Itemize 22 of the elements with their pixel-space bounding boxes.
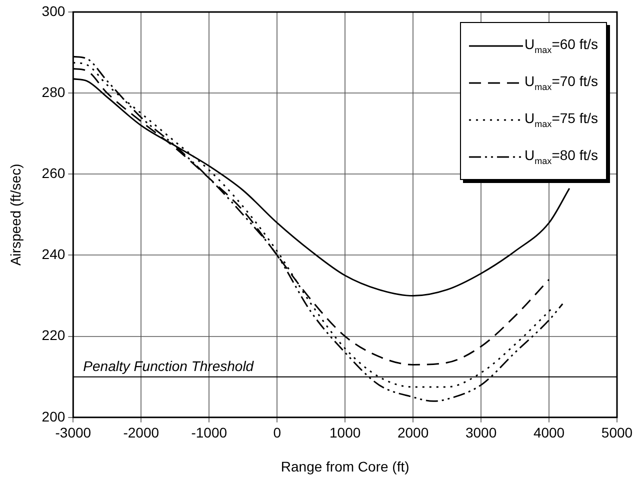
y-tick-label: 260 (42, 165, 66, 182)
y-tick-label: 240 (42, 246, 66, 262)
x-tick-label: 0 (273, 424, 282, 441)
x-tick-label: 4000 (533, 424, 565, 441)
x-tick-label: 5000 (601, 424, 633, 441)
x-tick-label: -2000 (123, 424, 160, 441)
legend-label: U$_{max}$=80 ft/s (524, 147, 598, 166)
ref-line-label: Penalty Function Threshold (83, 358, 255, 374)
x-tick-label: 1000 (330, 424, 361, 441)
legend-label: U$_{max}$=75 ft/s (524, 110, 598, 129)
y-axis-title: Airspeed (ft/sec) (7, 164, 24, 266)
x-tick-label: -3000 (55, 424, 92, 441)
x-tick-label: 3000 (465, 424, 497, 441)
legend-label: U$_{max}$=60 ft/s (524, 36, 598, 55)
y-tick-label: 300 (42, 2, 66, 19)
legend-label: U$_{max}$=70 ft/s (524, 73, 598, 92)
y-tick-label: 200 (42, 408, 66, 424)
y-tick-label: 220 (42, 327, 66, 344)
x-tick-label: -1000 (191, 424, 228, 441)
x-axis-title: Range from Core (ft) (280, 458, 410, 474)
x-tick-label: 2000 (397, 424, 429, 441)
y-tick-label: 280 (42, 84, 66, 100)
